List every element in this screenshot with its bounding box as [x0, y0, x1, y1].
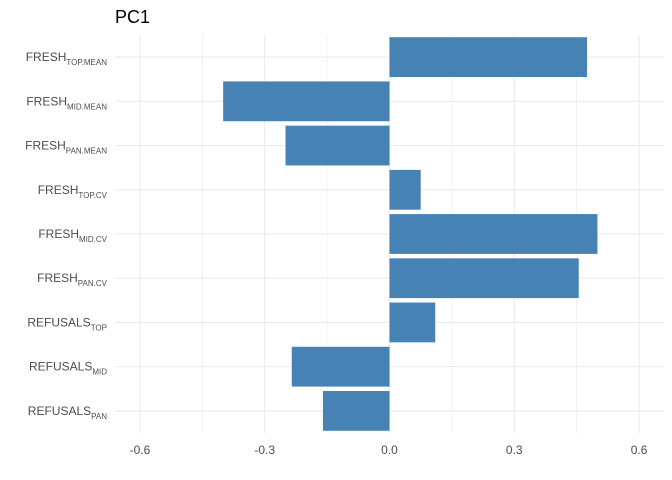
bars [223, 37, 598, 431]
bar [389, 214, 598, 254]
y-tick-label-subscript: TOP [91, 323, 107, 332]
bar [389, 169, 421, 210]
y-tick-label: REFUSALSMID [29, 360, 107, 377]
x-tick-label: -0.3 [254, 443, 275, 457]
bar [389, 258, 579, 299]
y-axis-labels: FRESHTOP.MEANFRESHMID.MEANFRESHPAN.MEANF… [25, 50, 108, 421]
y-tick-label-main: REFUSALS [28, 404, 91, 418]
y-tick-label-subscript: PAN.CV [78, 279, 108, 288]
y-tick-label-main: FRESH [26, 50, 67, 64]
y-tick-label-subscript: MID [92, 368, 107, 377]
bar [285, 125, 390, 166]
y-tick-label-main: REFUSALS [29, 360, 92, 374]
y-tick-label: FRESHTOP.MEAN [26, 50, 108, 67]
y-tick-label-main: REFUSALS [27, 315, 90, 329]
y-tick-label: FRESHMID.CV [38, 227, 107, 244]
y-tick-label-subscript: MID.MEAN [67, 102, 107, 111]
y-tick-label-main: FRESH [38, 227, 79, 241]
x-tick-label: 0.6 [631, 443, 648, 457]
y-tick-label: FRESHPAN.CV [37, 271, 108, 288]
y-tick-label-subscript: TOP.MEAN [66, 58, 107, 67]
y-tick-label: REFUSALSTOP [27, 315, 107, 332]
chart-title: PC1 [115, 7, 150, 27]
x-tick-label: -0.6 [130, 443, 151, 457]
bar [223, 81, 390, 122]
x-tick-label: 0.3 [506, 443, 523, 457]
y-tick-label: FRESHMID.MEAN [26, 94, 107, 111]
y-tick-label-subscript: MID.CV [79, 235, 108, 244]
bar [389, 37, 588, 78]
bar [322, 390, 390, 431]
y-tick-label-main: FRESH [38, 183, 79, 197]
y-tick-label: FRESHPAN.MEAN [25, 139, 107, 156]
y-tick-label-subscript: TOP.CV [78, 191, 107, 200]
bar [389, 302, 436, 343]
y-tick-label-main: FRESH [25, 139, 66, 153]
y-tick-label-main: FRESH [26, 94, 67, 108]
x-tick-label: 0.0 [381, 443, 398, 457]
y-tick-label: FRESHTOP.CV [38, 183, 108, 200]
y-tick-label-main: FRESH [37, 271, 78, 285]
bar [291, 346, 390, 387]
y-tick-label-subscript: PAN [91, 412, 107, 421]
y-tick-label: REFUSALSPAN [28, 404, 107, 421]
x-axis-labels: -0.6 -0.3 0.0 0.3 0.6 [130, 443, 648, 457]
y-tick-label-subscript: PAN.MEAN [66, 147, 107, 156]
